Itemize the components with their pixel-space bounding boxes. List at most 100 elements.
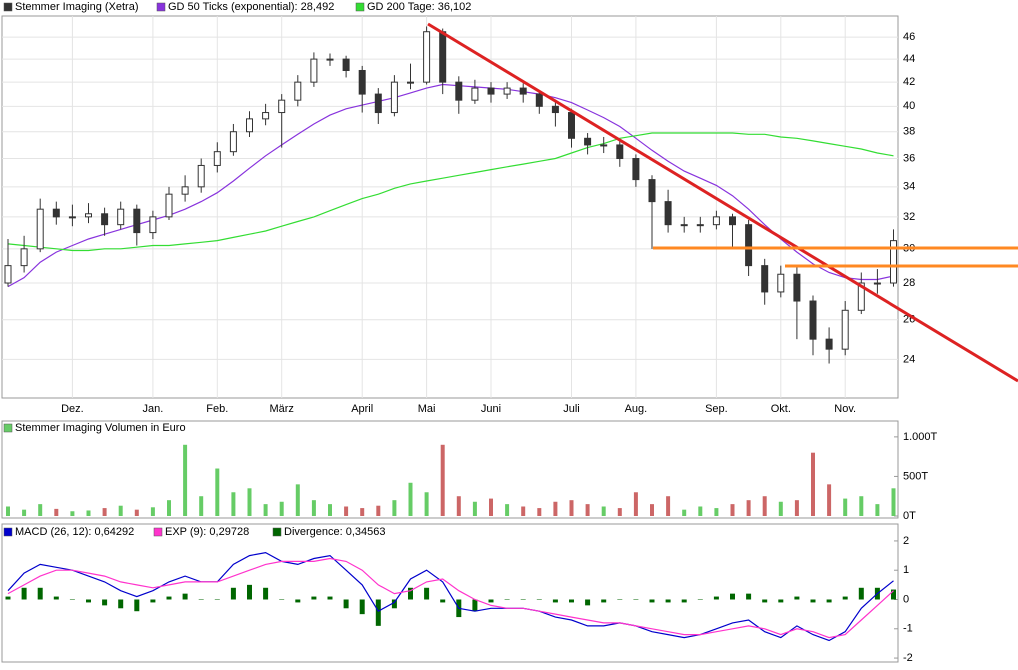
divergence-bar — [86, 599, 91, 603]
divergence-bar — [891, 589, 896, 600]
candle-body — [423, 31, 431, 83]
volume-bar — [682, 509, 687, 516]
divergence-bar — [569, 599, 574, 603]
divergence-bar — [150, 599, 156, 603]
candle-body — [326, 58, 334, 61]
x-tick-label: Nov. — [834, 403, 856, 415]
legend-label: MACD (26, 12): 0,64292 — [15, 526, 134, 538]
divergence-bar — [311, 596, 317, 600]
volume-bar — [215, 468, 220, 516]
divergence-bar — [359, 599, 365, 615]
volume-bar — [199, 496, 204, 516]
candle-body — [696, 224, 704, 227]
divergence-bar — [665, 599, 671, 603]
volume-bar — [762, 496, 767, 516]
candle-body — [648, 179, 656, 203]
y-tick-label: -1 — [903, 623, 913, 635]
y-tick-label: 0 — [903, 593, 909, 605]
candle-body — [407, 81, 414, 84]
volume-bar — [344, 506, 349, 516]
volume-bar — [118, 505, 123, 516]
volume-bar — [392, 500, 397, 516]
volume-bar — [601, 506, 606, 516]
candle-body — [890, 240, 897, 284]
volume-bar — [585, 504, 590, 516]
divergence-bar — [263, 587, 269, 600]
volume-bar — [328, 504, 332, 516]
candle-body — [439, 31, 447, 83]
legend-label: GD 200 Tage: 36,102 — [367, 1, 471, 13]
volume-bar — [811, 452, 815, 516]
volume-bar — [183, 444, 188, 516]
y-tick-label: 36 — [903, 152, 915, 164]
candle-body — [632, 158, 640, 181]
candle-body — [664, 201, 672, 226]
divergence-bar — [279, 599, 285, 600]
divergence-bar — [504, 599, 510, 600]
divergence-bar — [536, 599, 542, 600]
x-tick-label: März — [269, 403, 293, 415]
divergence-bar — [472, 599, 478, 612]
layer: 242628303234363840424446Dez.Jan.Feb.März… — [2, 16, 938, 664]
candle-body — [181, 186, 189, 195]
volume-bar — [730, 504, 735, 516]
divergence-bar — [552, 599, 558, 603]
candle-body — [729, 216, 736, 226]
volume-bar — [167, 500, 171, 516]
candle-body — [133, 208, 141, 234]
legend-swatch — [355, 2, 365, 12]
candle-body — [165, 193, 173, 218]
legend-swatch — [3, 2, 13, 12]
volume-bar — [794, 500, 799, 516]
divergence-bar — [230, 587, 236, 600]
volume-bar — [247, 488, 252, 516]
candle-body — [358, 69, 366, 95]
y-tick-label: 46 — [903, 31, 915, 43]
x-tick-label: Feb. — [206, 403, 228, 415]
candle-body — [101, 213, 109, 226]
volume-bar — [134, 509, 139, 516]
volume-bar — [231, 492, 236, 516]
divergence-bar — [778, 599, 784, 603]
x-tick-label: Dez. — [61, 403, 84, 415]
divergence-bar — [214, 599, 220, 600]
volume-bar — [505, 504, 510, 516]
volume-bar — [537, 508, 542, 516]
price-panel — [1, 15, 899, 399]
candle-body — [857, 282, 865, 311]
volume-bar — [376, 505, 381, 516]
legend-swatch — [3, 527, 13, 537]
divergence-bar — [21, 587, 27, 600]
candle-body — [149, 216, 157, 234]
x-tick-label: Sep. — [705, 403, 728, 415]
x-tick-label: Okt. — [771, 403, 791, 415]
candle-body — [519, 87, 527, 95]
candle-body — [278, 99, 286, 114]
legend-label: EXP (9): 0,29728 — [165, 526, 249, 538]
volume-bar — [859, 496, 864, 516]
divergence-bar — [713, 596, 719, 600]
divergence-bar — [842, 596, 848, 600]
volume-bar — [698, 506, 703, 516]
divergence-bar — [134, 599, 140, 612]
y-tick-label: 32 — [903, 211, 915, 223]
divergence-bar — [408, 587, 413, 600]
x-tick-label: Juni — [481, 403, 501, 415]
candle-body — [487, 87, 495, 95]
divergence-bar — [391, 599, 397, 609]
candle-body — [825, 338, 833, 350]
y-tick-label: 34 — [903, 181, 915, 193]
candle-body — [745, 224, 753, 267]
volume-bar — [843, 498, 848, 516]
legend-label: Stemmer Imaging (Xetra) — [15, 1, 138, 13]
candle-body — [535, 93, 543, 107]
candle-body — [246, 118, 253, 133]
candle-body — [873, 282, 881, 285]
volume-bar — [102, 508, 107, 516]
volume-bar — [650, 504, 654, 516]
divergence-bar — [697, 599, 703, 600]
divergence-bar — [424, 587, 430, 600]
candle-body — [455, 81, 463, 101]
divergence-bar — [520, 599, 526, 600]
